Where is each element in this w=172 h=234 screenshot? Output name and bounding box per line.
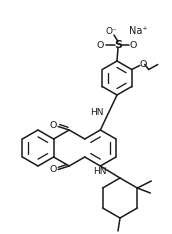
Text: HN: HN: [93, 168, 107, 176]
Text: O: O: [139, 60, 146, 69]
Text: O: O: [130, 40, 137, 50]
Text: S: S: [114, 40, 122, 50]
Text: O: O: [50, 121, 57, 131]
Text: O: O: [97, 40, 104, 50]
Text: O⁻: O⁻: [105, 28, 117, 37]
Text: O: O: [50, 165, 57, 175]
Text: HN: HN: [90, 108, 103, 117]
Text: Na⁺: Na⁺: [129, 26, 147, 36]
